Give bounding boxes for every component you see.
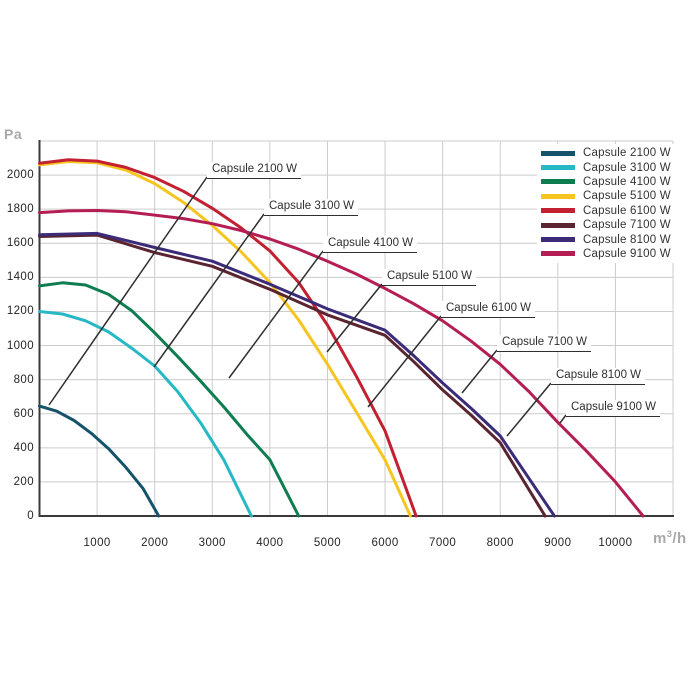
legend-label: Capsule 4100 W bbox=[583, 175, 671, 188]
legend-label: Capsule 6100 W bbox=[583, 204, 671, 217]
chart-legend: Capsule 2100 W Capsule 3100 W Capsule 4100… bbox=[537, 144, 675, 264]
x-tick-label: 10000 bbox=[598, 537, 633, 549]
legend-item: Capsule 2100 W bbox=[541, 146, 671, 160]
x-tick-label: 3000 bbox=[198, 537, 226, 549]
x-tick-label: 5000 bbox=[313, 537, 342, 549]
legend-item: Capsule 3100 W bbox=[541, 160, 671, 174]
annotation-leader-line bbox=[559, 414, 567, 424]
legend-swatch bbox=[541, 222, 575, 228]
annotation-leader-line bbox=[461, 349, 498, 394]
y-tick-label: 200 bbox=[13, 475, 34, 488]
annotation-leader-line bbox=[326, 283, 383, 353]
y-tick-label: 800 bbox=[13, 373, 34, 386]
x-tick-label: 4000 bbox=[256, 537, 284, 549]
x-unit-exponent: 3 bbox=[666, 529, 673, 539]
series-line-capsule-6100-w bbox=[38, 158, 418, 518]
series-line-capsule-8100-w bbox=[38, 231, 556, 518]
legend-label: Capsule 8100 W bbox=[583, 233, 671, 246]
y-tick-label: 2000 bbox=[6, 169, 34, 182]
curve-annotation-label: Capsule 7100 W bbox=[497, 335, 592, 352]
legend-item: Capsule 5100 W bbox=[541, 189, 671, 203]
x-tick-label: 1000 bbox=[83, 537, 111, 549]
curve-annotation-label: Capsule 4100 W bbox=[323, 236, 418, 253]
legend-swatch bbox=[541, 179, 575, 185]
curve-annotation-label: Capsule 3100 W bbox=[264, 199, 359, 216]
x-unit-base: m bbox=[653, 530, 667, 547]
annotation-leader-line bbox=[153, 213, 265, 368]
x-axis-unit-label: m3/h bbox=[653, 529, 687, 547]
legend-swatch bbox=[541, 165, 575, 171]
legend-label: Capsule 9100 W bbox=[583, 247, 671, 260]
legend-label: Capsule 3100 W bbox=[583, 161, 671, 174]
legend-item: Capsule 7100 W bbox=[541, 218, 671, 232]
legend-swatch bbox=[541, 150, 575, 156]
curve-annotation-label: Capsule 8100 W bbox=[551, 368, 646, 385]
x-tick-label: 2000 bbox=[141, 537, 169, 549]
x-tick-label: 6000 bbox=[371, 537, 399, 549]
curve-annotation-label: Capsule 9100 W bbox=[566, 400, 661, 417]
y-axis-unit-label: Pa bbox=[4, 126, 23, 142]
legend-item: Capsule 4100 W bbox=[541, 175, 671, 189]
x-tick-label: 7000 bbox=[429, 537, 457, 549]
x-unit-rest: /h bbox=[672, 530, 687, 547]
annotation-leader-line bbox=[228, 250, 324, 379]
y-tick-label: 400 bbox=[13, 441, 34, 454]
series-line-capsule-4100-w bbox=[38, 281, 301, 518]
curve-annotation-label: Capsule 2100 W bbox=[207, 162, 302, 179]
annotation-leader-line bbox=[48, 176, 208, 406]
legend-item: Capsule 8100 W bbox=[541, 232, 671, 246]
series-line-capsule-2100-w bbox=[38, 404, 161, 518]
y-tick-label: 1200 bbox=[6, 305, 34, 318]
curve-annotation-label: Capsule 5100 W bbox=[382, 269, 477, 286]
legend-label: Capsule 2100 W bbox=[583, 147, 671, 160]
x-tick-label: 9000 bbox=[544, 537, 572, 549]
legend-swatch bbox=[541, 237, 575, 243]
y-tick-label: 1000 bbox=[6, 339, 34, 352]
series-line-capsule-9100-w bbox=[38, 209, 645, 518]
legend-item: Capsule 9100 W bbox=[541, 247, 671, 261]
curve-annotation-label: Capsule 6100 W bbox=[441, 301, 536, 318]
legend-label: Capsule 7100 W bbox=[583, 219, 671, 232]
legend-label: Capsule 5100 W bbox=[583, 190, 671, 203]
annotation-leader-line bbox=[506, 382, 552, 437]
y-tick-label: 1800 bbox=[6, 203, 34, 216]
legend-swatch bbox=[541, 251, 575, 257]
y-tick-label: 1600 bbox=[6, 237, 34, 250]
y-tick-label: 0 bbox=[27, 510, 34, 522]
y-tick-label: 600 bbox=[13, 407, 34, 420]
series-line-capsule-5100-w bbox=[38, 160, 412, 518]
legend-item: Capsule 6100 W bbox=[541, 204, 671, 218]
x-tick-label: 8000 bbox=[486, 537, 514, 549]
series-line-capsule-7100-w bbox=[38, 233, 547, 518]
annotation-leader-line bbox=[367, 315, 442, 408]
y-tick-label: 1400 bbox=[6, 271, 34, 284]
legend-swatch bbox=[541, 193, 575, 199]
legend-swatch bbox=[541, 208, 575, 214]
series-line-capsule-3100-w bbox=[38, 310, 253, 518]
